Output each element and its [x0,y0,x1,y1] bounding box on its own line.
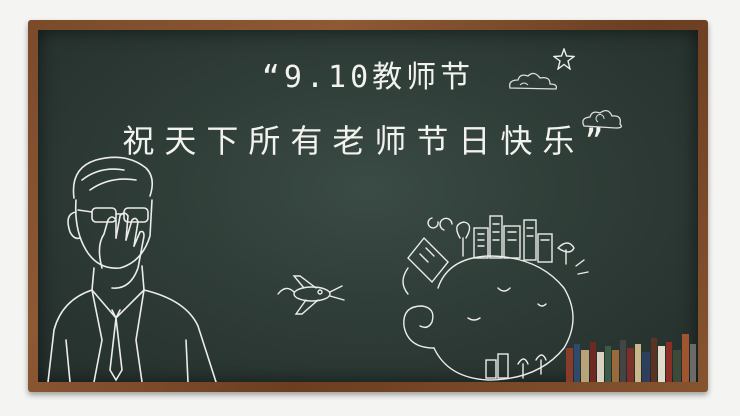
teacher-sketch-icon [47,156,217,382]
blackboard: “9.10教师节 祝天下所有老师节日快乐” [38,30,698,382]
blackboard-frame: “9.10教师节 祝天下所有老师节日快乐” [28,20,708,392]
airplane-icon [277,275,345,315]
headline-line-2: 祝天下所有老师节日快乐” [122,122,614,160]
headline-line-1: “9.10教师节 [261,60,475,95]
cloud-icon [509,72,558,90]
star-icon [553,48,575,70]
planet-city-icon [402,215,589,381]
books-icon [566,334,696,382]
cloud-swirl-icon [582,109,622,129]
